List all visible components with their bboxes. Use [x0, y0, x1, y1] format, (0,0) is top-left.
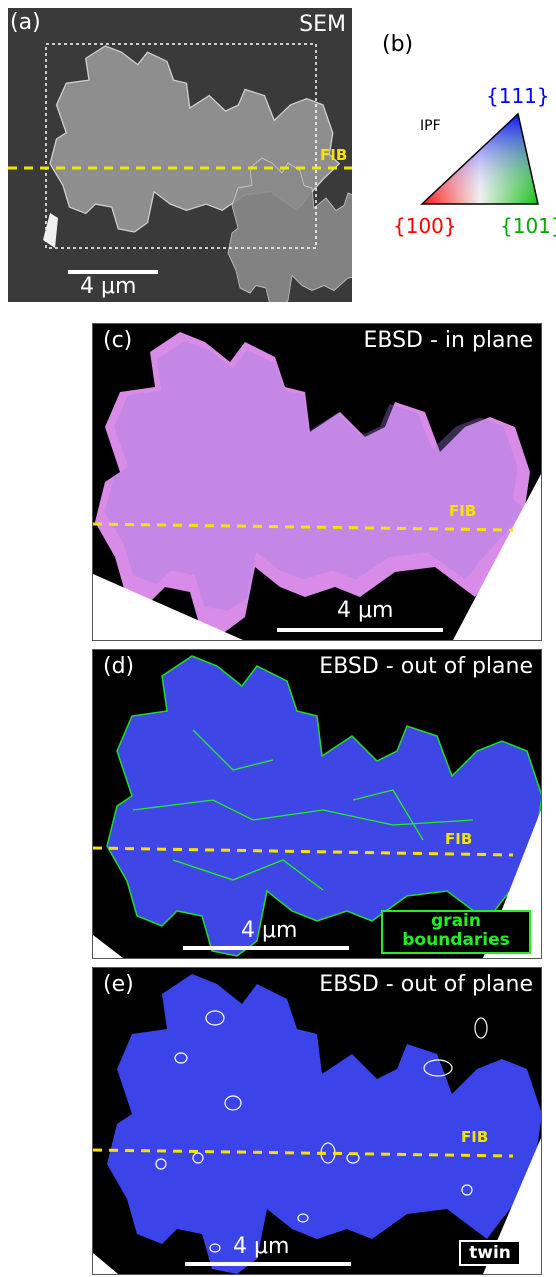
- panel-label: (e): [103, 972, 134, 997]
- fib-label: FIB: [445, 830, 473, 848]
- fib-label: FIB: [320, 146, 348, 164]
- grain-boundaries-legend: grain boundaries: [381, 910, 531, 954]
- panel-label: (d): [103, 654, 135, 679]
- ebsd-in-plane-panel: (c) EBSD - in plane FIB 4 μm: [92, 323, 542, 641]
- panel-label: (c): [103, 328, 133, 353]
- ipf-label: IPF: [420, 118, 441, 134]
- scale-text: 4 μm: [80, 274, 137, 299]
- corner-111: {111}: [486, 84, 550, 108]
- roi-box: [45, 43, 317, 249]
- fib-line: [93, 522, 514, 532]
- scale-bar: [183, 946, 349, 950]
- panel-title: EBSD - out of plane: [319, 972, 533, 997]
- sem-image: [8, 8, 352, 302]
- scale-text: 4 μm: [241, 918, 298, 943]
- scale-text: 4 μm: [233, 1234, 290, 1259]
- legend-line-1: grain: [431, 911, 481, 931]
- ebsd-out-of-plane-twin-panel: (e) EBSD - out of plane FIB 4 μm twin: [92, 967, 542, 1275]
- fib-line: [93, 846, 514, 857]
- sem-panel: (a) SEM FIB 4 μm: [8, 8, 352, 302]
- ebsd-in-plane-map: [93, 324, 541, 640]
- fib-line: [93, 1148, 514, 1158]
- fib-label: FIB: [461, 1128, 489, 1146]
- panel-title: SEM: [299, 12, 346, 37]
- panel-label: (b): [382, 32, 414, 57]
- legend-line-2: boundaries: [402, 930, 510, 950]
- scale-text: 4 μm: [337, 598, 394, 623]
- panel-label: (a): [10, 10, 41, 35]
- ebsd-out-of-plane-map: [93, 968, 541, 1274]
- ipf-panel: (b) IPF {111} {100} {101}: [360, 8, 556, 258]
- panel-title: EBSD - out of plane: [319, 654, 533, 679]
- fib-label: FIB: [449, 502, 477, 520]
- scale-bar: [185, 1262, 351, 1266]
- ipf-triangle: [420, 112, 539, 205]
- panel-title: EBSD - in plane: [363, 328, 533, 353]
- twin-legend: twin: [459, 1240, 521, 1266]
- corner-101: {101}: [500, 214, 556, 238]
- ebsd-out-of-plane-gb-panel: (d) EBSD - out of plane FIB 4 μm grain b…: [92, 649, 542, 959]
- scale-bar: [277, 628, 443, 632]
- scale-bar: [68, 270, 158, 274]
- corner-100: {100}: [393, 214, 457, 238]
